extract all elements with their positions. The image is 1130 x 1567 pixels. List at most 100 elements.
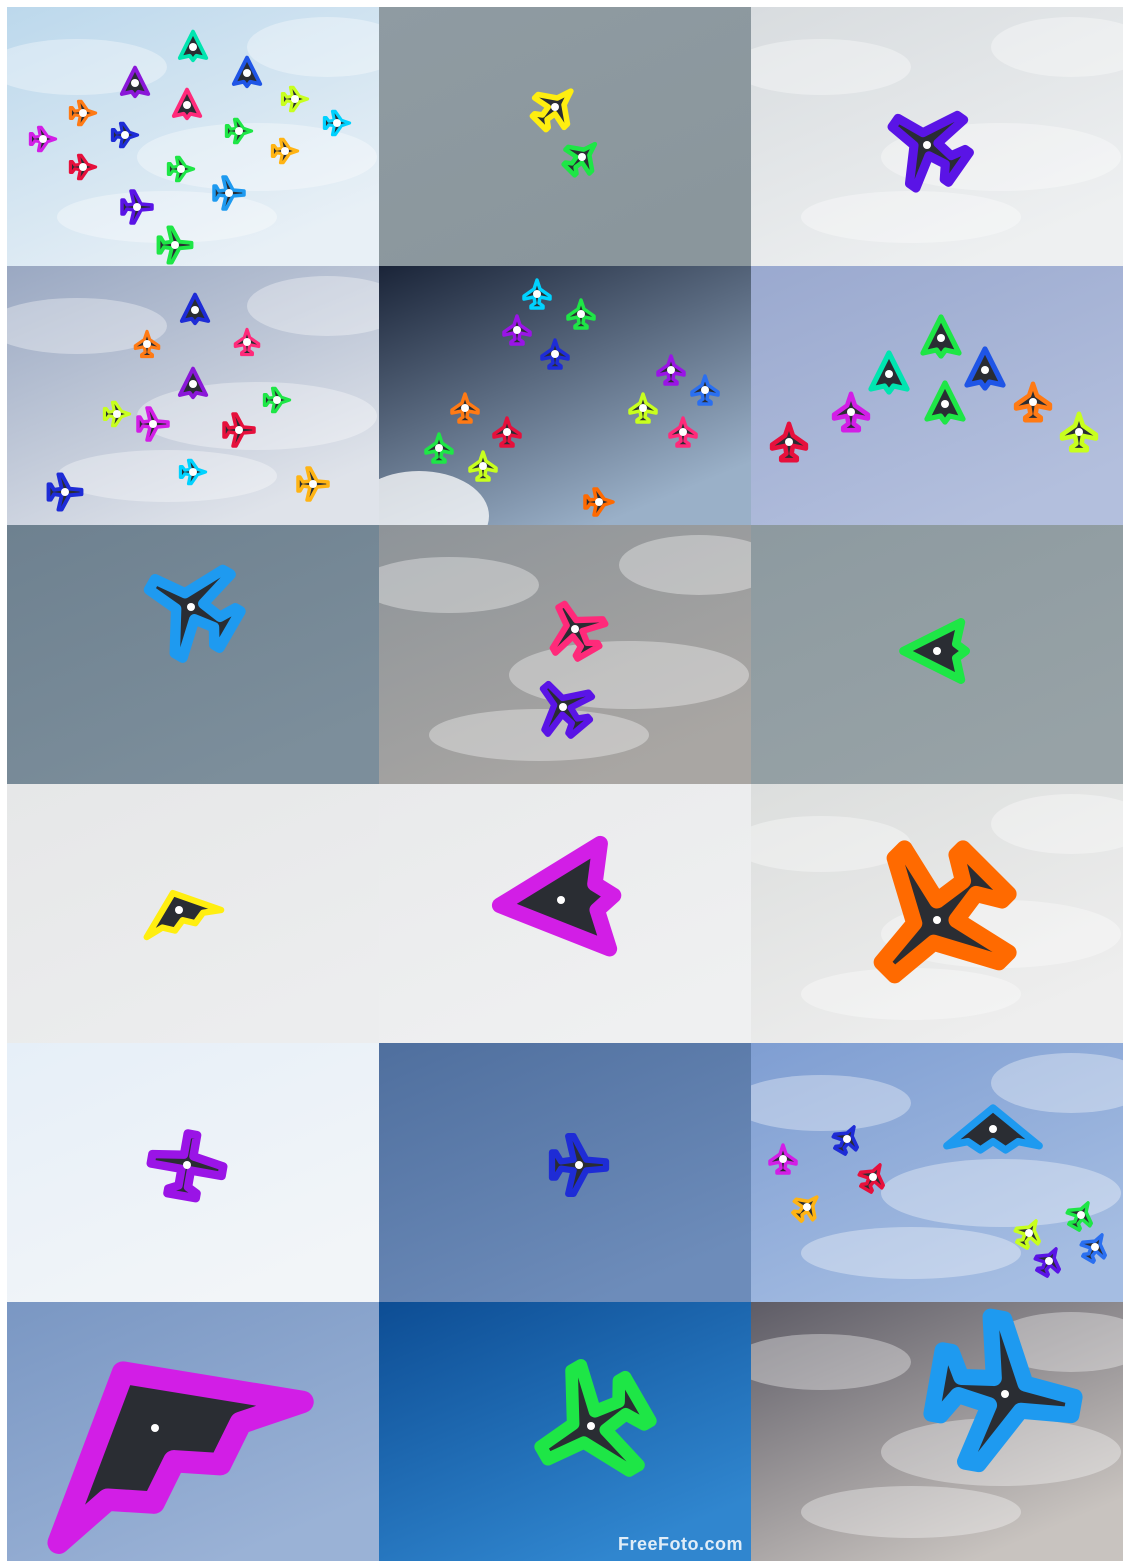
center-point: [937, 334, 945, 342]
center-point: [225, 189, 233, 197]
center-point: [941, 400, 949, 408]
aircraft-outline: [529, 88, 574, 133]
center-point: [559, 703, 567, 711]
center-point: [1075, 428, 1083, 436]
center-point: [189, 43, 197, 51]
center-point: [1001, 1390, 1009, 1398]
center-point: [243, 69, 251, 77]
center-point: [843, 1135, 851, 1143]
center-point: [243, 338, 251, 346]
sky-photo: [751, 1043, 1123, 1302]
cloud: [247, 17, 379, 77]
cloud: [751, 1334, 911, 1390]
cloud: [801, 1486, 1021, 1538]
sky-photo: [751, 525, 1123, 784]
cloud: [991, 794, 1123, 854]
aircraft-annotation: [549, 600, 609, 662]
sky-photo: [379, 1302, 751, 1561]
aircraft-annotation: [143, 564, 246, 663]
sky-photo-tile: [751, 266, 1123, 525]
cloud: [801, 968, 1021, 1020]
sky-photo-tile: [7, 1043, 379, 1302]
center-point: [503, 428, 511, 436]
center-point: [1091, 1243, 1099, 1251]
center-point: [885, 370, 893, 378]
sky-photo-tile: [751, 7, 1123, 266]
center-point: [551, 103, 559, 111]
center-point: [175, 906, 183, 914]
center-point: [281, 147, 289, 155]
sky-photo: [7, 1043, 379, 1302]
aircraft-outline: [143, 564, 246, 663]
sky-photo: [7, 266, 379, 525]
center-point: [61, 488, 69, 496]
cloud: [801, 191, 1021, 243]
sky-photo-tile: [379, 525, 751, 784]
center-point: [291, 95, 299, 103]
center-point: [133, 203, 141, 211]
center-point: [779, 1155, 787, 1163]
aircraft-annotation: [873, 840, 1017, 984]
center-point: [667, 366, 675, 374]
center-point: [479, 462, 487, 470]
cloud: [619, 535, 751, 595]
center-point: [461, 404, 469, 412]
sky-photo: [751, 266, 1123, 525]
center-point: [679, 428, 687, 436]
sky-photo-tile: FreeFoto.com: [379, 1302, 751, 1561]
center-point: [1045, 1257, 1053, 1265]
sky-photo: [7, 784, 379, 1043]
center-point: [177, 165, 185, 173]
center-point: [577, 310, 585, 318]
center-point: [869, 1173, 877, 1181]
sky-photo-tile: [7, 266, 379, 525]
center-point: [187, 603, 195, 611]
center-point: [143, 340, 151, 348]
aircraft-annotation: [143, 889, 225, 941]
sky-photo-tile: [7, 1302, 379, 1561]
center-point: [595, 498, 603, 506]
center-point: [575, 1161, 583, 1169]
sky-photo: [751, 7, 1123, 266]
center-point: [785, 438, 793, 446]
cloud: [751, 39, 911, 95]
center-point: [847, 408, 855, 416]
center-point: [435, 444, 443, 452]
cloud: [429, 709, 649, 761]
aircraft-outline: [549, 600, 609, 662]
center-point: [183, 1161, 191, 1169]
cloud: [57, 191, 277, 243]
center-point: [1077, 1211, 1085, 1219]
sky-photo: [379, 784, 751, 1043]
center-point: [309, 480, 317, 488]
center-point: [587, 1422, 595, 1430]
sky-background: [379, 7, 751, 266]
aircraft-annotation: [529, 88, 574, 133]
sky-photo-tile: [751, 784, 1123, 1043]
center-point: [131, 79, 139, 87]
aircraft-outline: [887, 110, 974, 193]
sky-photo: [379, 7, 751, 266]
cloud: [991, 1053, 1123, 1113]
aircraft-outline: [923, 1308, 1083, 1473]
center-point: [933, 647, 941, 655]
center-point: [533, 290, 541, 298]
center-point: [79, 163, 87, 171]
aircraft-outline: [47, 1361, 314, 1554]
sky-background: [379, 525, 751, 784]
center-point: [513, 326, 521, 334]
cloud: [379, 557, 539, 613]
sun-glare: [379, 471, 489, 525]
center-point: [189, 380, 197, 388]
aircraft-annotation: [539, 680, 596, 739]
sky-photo-tile: [379, 7, 751, 266]
sky-background: [751, 1043, 1123, 1302]
center-point: [1029, 398, 1037, 406]
aircraft-outline: [491, 835, 622, 957]
aircraft-annotation: [491, 835, 622, 957]
sky-photo-tile: [7, 784, 379, 1043]
center-point: [1025, 1229, 1033, 1237]
center-point: [189, 468, 197, 476]
sky-photo-tile: [379, 784, 751, 1043]
center-point: [79, 109, 87, 117]
